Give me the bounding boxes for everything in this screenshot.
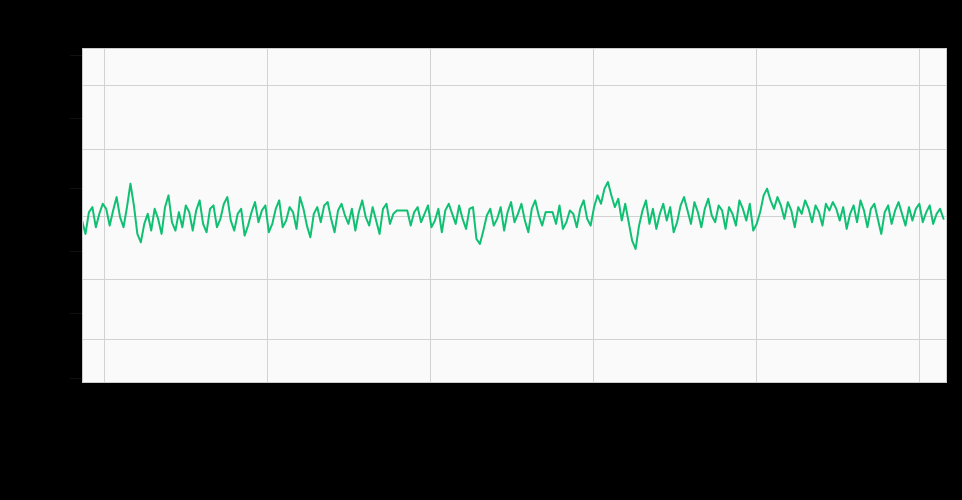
y-tick-mark — [70, 118, 82, 119]
plot-frame — [82, 48, 947, 383]
data-series-line — [82, 181, 945, 250]
y-tick-mark — [70, 378, 82, 379]
y-tick-mark — [70, 55, 82, 56]
plot-area — [82, 48, 947, 383]
y-tick-mark — [70, 188, 82, 189]
y-tick-mark — [70, 251, 82, 252]
y-tick-mark — [70, 313, 82, 314]
